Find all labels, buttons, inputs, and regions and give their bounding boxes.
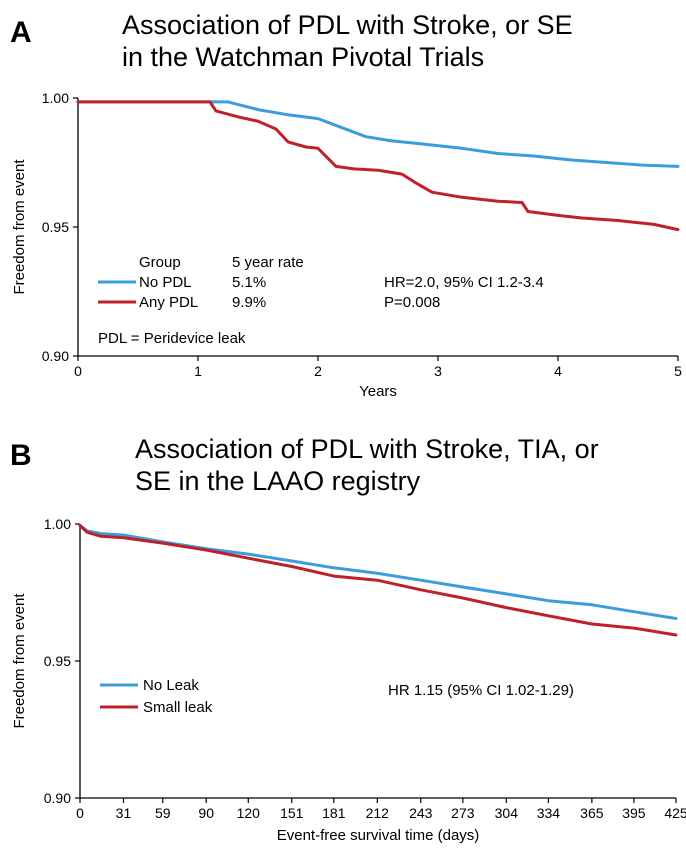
legend-label-no-pdl: No PDL bbox=[139, 274, 192, 291]
panel-b-x-tick-label: 365 bbox=[580, 805, 604, 821]
panel-a-series-no-pdl bbox=[76, 100, 680, 168]
panel-a-y-tick-label: 1.00 bbox=[42, 90, 69, 106]
panel-b-y-tick-label: 0.90 bbox=[44, 790, 71, 806]
panel-a-x-tick-label: 4 bbox=[554, 363, 562, 379]
panel-b-ticks: 0 31 59 90 120 151 181 212 243 273 304 334 365 395 425… bbox=[44, 516, 686, 821]
panel-b-hr-annotation: HR 1.15 (95% CI 1.02-1.29) bbox=[388, 682, 574, 699]
panel-b-legend: No Leak Small leak bbox=[100, 677, 213, 716]
panel-b-series-no-leak bbox=[78, 523, 678, 620]
panel-a-title-line-2: in the Watchman Pivotal Trials bbox=[122, 42, 484, 72]
panel-a-hr-annotation: HR=2.0, 95% CI 1.2-3.4 bbox=[384, 274, 544, 291]
legend-rate-any-pdl: 9.9% bbox=[232, 294, 266, 311]
panel-b-x-tick-label: 304 bbox=[495, 805, 519, 821]
panel-b-x-tick-label: 31 bbox=[116, 805, 132, 821]
panel-b-letter: B bbox=[10, 439, 32, 472]
panel-a-x-tick-label: 0 bbox=[74, 363, 82, 379]
panel-b-x-tick-label: 395 bbox=[622, 805, 646, 821]
panel-a-legend: Group 5 year rate No PDL 5.1% Any PDL 9.… bbox=[98, 254, 304, 311]
panel-b-x-tick-label: 0 bbox=[76, 805, 84, 821]
panel-a-x-axis-label: Years bbox=[359, 383, 397, 400]
panel-a-axes bbox=[77, 98, 678, 357]
legend-header-group: Group bbox=[139, 254, 181, 271]
panel-b-x-tick-label: 212 bbox=[366, 805, 390, 821]
panel-b-x-tick-label: 151 bbox=[280, 805, 304, 821]
legend-header-rate: 5 year rate bbox=[232, 254, 304, 271]
panel-b-x-tick-label: 181 bbox=[322, 805, 346, 821]
panel-a-letter: A bbox=[10, 16, 32, 49]
panel-b-series bbox=[78, 523, 678, 637]
panel-b-y-axis-label: Freedom from event bbox=[11, 593, 28, 729]
panel-a-title-line-1: Association of PDL with Stroke, or SE bbox=[122, 10, 573, 40]
panel-b-title-line-1: Association of PDL with Stroke, TIA, or bbox=[135, 434, 599, 464]
panel-a-x-tick-label: 2 bbox=[314, 363, 322, 379]
panel-b-x-tick-label: 59 bbox=[155, 805, 171, 821]
panel-b-y-tick-label: 1.00 bbox=[44, 516, 71, 532]
panel-a-x-tick-label: 3 bbox=[434, 363, 442, 379]
panel-a-p-annotation: P=0.008 bbox=[384, 294, 440, 311]
legend-label-any-pdl: Any PDL bbox=[139, 294, 198, 311]
panel-a-x-tick-label: 1 bbox=[194, 363, 202, 379]
panel-a-y-tick-label: 0.95 bbox=[42, 219, 69, 235]
panel-a-ticks: 0 1 2 3 4 5 0.90 0.95 1.00 bbox=[42, 90, 682, 379]
panel-a-footnote: PDL = Peridevice leak bbox=[98, 330, 246, 347]
panel-b-x-tick-label: 120 bbox=[237, 805, 261, 821]
legend-rate-no-pdl: 5.1% bbox=[232, 274, 266, 291]
panel-a-y-tick-label: 0.90 bbox=[42, 348, 69, 364]
panel-b-x-tick-label: 243 bbox=[409, 805, 433, 821]
panel-a-y-axis-label: Freedom from event bbox=[11, 159, 28, 295]
panel-b-title-line-2: SE in the LAAO registry bbox=[135, 466, 421, 496]
panel-b-series-small-leak bbox=[78, 523, 678, 637]
panel-b-x-tick-label: 273 bbox=[451, 805, 475, 821]
panel-a-series-any-pdl bbox=[76, 100, 680, 232]
panel-a-series bbox=[76, 100, 680, 232]
panel-a: A Association of PDL with Stroke, or SE … bbox=[10, 10, 682, 400]
panel-b-x-tick-label: 334 bbox=[537, 805, 561, 821]
panel-b-axes bbox=[79, 524, 676, 799]
legend-label-small-leak: Small leak bbox=[143, 699, 213, 716]
panel-b-y-tick-label: 0.95 bbox=[44, 653, 71, 669]
legend-label-no-leak: No Leak bbox=[143, 677, 199, 694]
panel-b-x-tick-label: 90 bbox=[198, 805, 214, 821]
panel-b: B Association of PDL with Stroke, TIA, o… bbox=[10, 434, 686, 844]
panel-b-x-tick-label: 425 bbox=[664, 805, 686, 821]
panel-b-x-axis-label: Event-free survival time (days) bbox=[277, 827, 480, 844]
panel-a-x-tick-label: 5 bbox=[674, 363, 682, 379]
